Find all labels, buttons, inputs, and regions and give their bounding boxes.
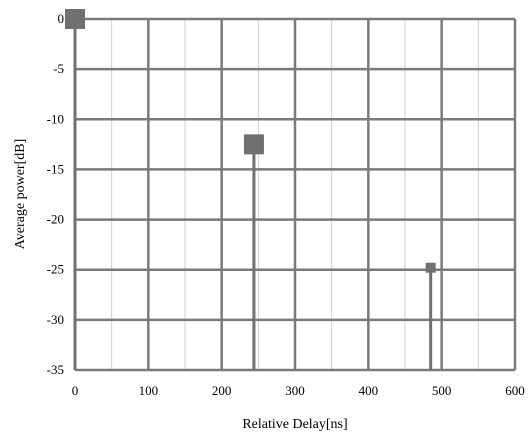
x-tick-label: 100 bbox=[139, 383, 159, 398]
y-tick-label: -25 bbox=[47, 262, 64, 277]
grid bbox=[73, 17, 517, 372]
x-tick-label: 200 bbox=[212, 383, 232, 398]
stem-marker bbox=[65, 9, 85, 29]
stems bbox=[73, 19, 433, 370]
y-tick-label: -30 bbox=[47, 312, 64, 327]
stem-marker bbox=[243, 134, 264, 155]
x-tick-labels: 0 100 200 300 400 500 600 bbox=[72, 383, 525, 398]
x-tick-label: 0 bbox=[72, 383, 79, 398]
y-tick-label: -5 bbox=[53, 61, 64, 76]
x-tick-label: 400 bbox=[359, 383, 379, 398]
y-tick-labels: 0 -5 -10 -15 -20 -25 -30 -35 bbox=[47, 11, 64, 377]
x-tick-label: 300 bbox=[285, 383, 305, 398]
y-tick-label: 0 bbox=[58, 11, 65, 26]
y-tick-label: -10 bbox=[47, 111, 64, 126]
y-tick-label: -20 bbox=[47, 212, 64, 227]
x-tick-label: 600 bbox=[505, 383, 525, 398]
y-tick-label: -35 bbox=[47, 362, 64, 377]
y-tick-label: -15 bbox=[47, 161, 64, 176]
x-axis-label: Relative Delay[ns] bbox=[242, 417, 347, 432]
markers bbox=[65, 9, 436, 273]
stem-marker bbox=[425, 262, 436, 273]
x-tick-label: 500 bbox=[432, 383, 452, 398]
y-axis-label: Average power[dB] bbox=[13, 139, 28, 250]
